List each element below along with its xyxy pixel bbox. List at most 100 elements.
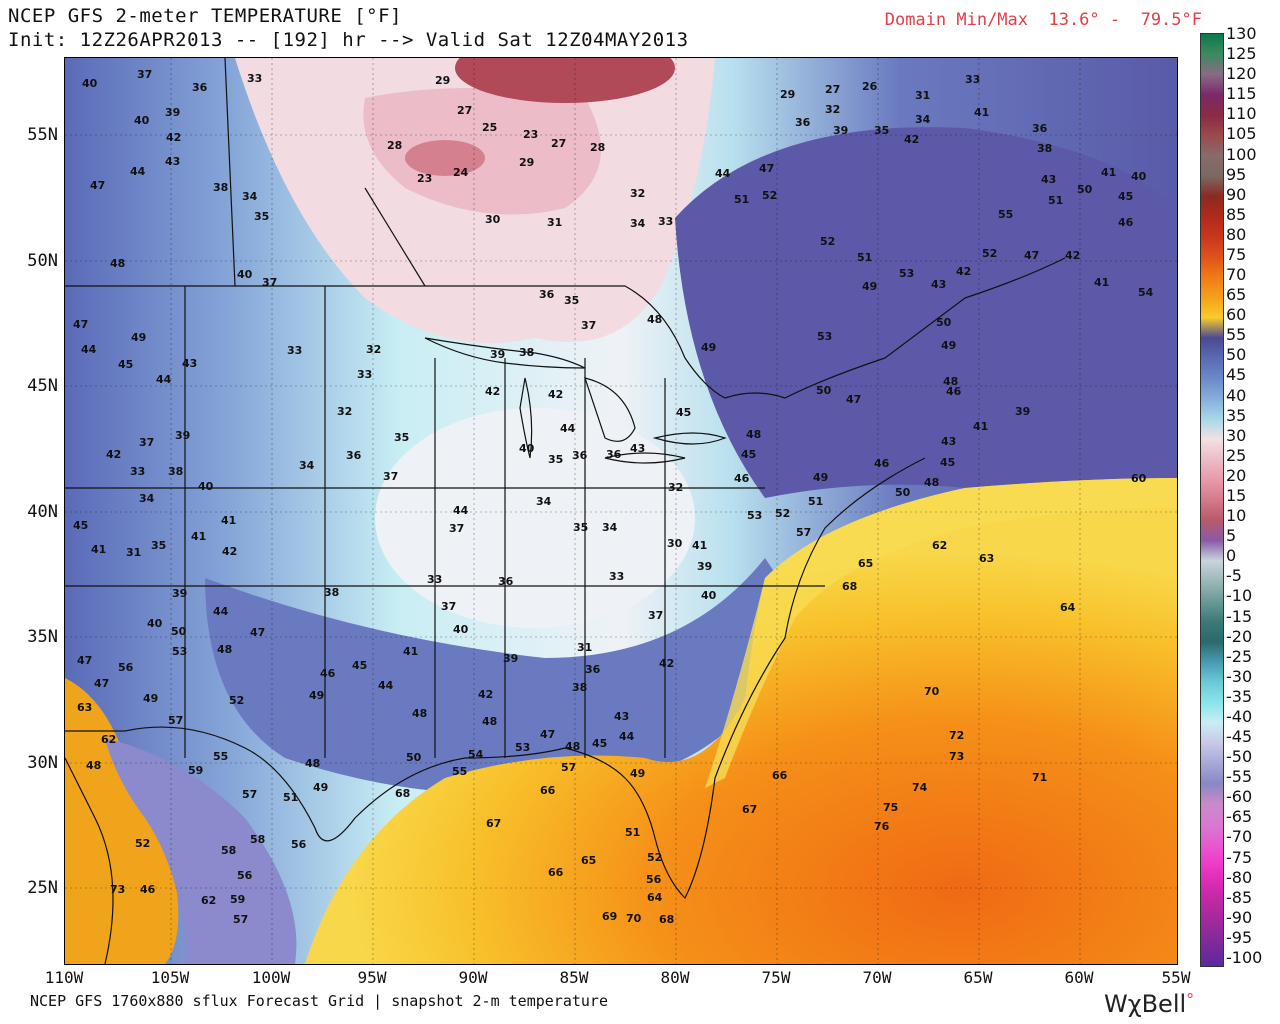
station-value: 32 bbox=[337, 405, 352, 418]
station-value: 26 bbox=[862, 80, 878, 93]
lat-lon-grid bbox=[65, 58, 1177, 964]
station-value: 46 bbox=[734, 472, 750, 485]
color-scale-label: -95 bbox=[1226, 927, 1253, 947]
color-scale-label: -30 bbox=[1226, 666, 1253, 686]
station-value: 69 bbox=[602, 910, 617, 923]
station-value: 42 bbox=[904, 133, 919, 146]
lat-label-45n: 45N bbox=[27, 376, 58, 396]
station-value: 51 bbox=[857, 251, 872, 264]
station-value: 41 bbox=[91, 543, 106, 556]
station-value: 41 bbox=[1094, 276, 1109, 289]
station-value: 46 bbox=[874, 457, 890, 470]
station-value: 40 bbox=[198, 480, 214, 493]
station-value: 56 bbox=[646, 873, 662, 886]
station-value: 49 bbox=[313, 781, 328, 794]
station-value: 63 bbox=[979, 552, 994, 565]
lat-label-30n: 30N bbox=[27, 753, 58, 773]
station-value: 31 bbox=[547, 216, 562, 229]
lon-label-90w: 90W bbox=[458, 968, 488, 987]
station-value: 37 bbox=[648, 609, 663, 622]
station-value: 45 bbox=[940, 456, 955, 469]
station-value: 44 bbox=[560, 422, 576, 435]
station-value: 50 bbox=[406, 751, 422, 764]
lat-label-40n: 40N bbox=[27, 502, 58, 522]
color-scale-label: 70 bbox=[1226, 265, 1247, 285]
station-value: 51 bbox=[283, 791, 298, 804]
station-value: 38 bbox=[1037, 142, 1052, 155]
station-value: 42 bbox=[548, 388, 563, 401]
lon-label-80w: 80W bbox=[660, 968, 690, 987]
station-value: 46 bbox=[140, 883, 156, 896]
station-value: 34 bbox=[602, 521, 618, 534]
station-value: 28 bbox=[387, 139, 402, 152]
station-value: 43 bbox=[614, 710, 629, 723]
station-value: 36 bbox=[1032, 122, 1048, 135]
color-scale-label: -75 bbox=[1226, 847, 1253, 867]
station-value: 59 bbox=[188, 764, 203, 777]
station-value: 48 bbox=[412, 707, 427, 720]
station-value: 45 bbox=[73, 519, 88, 532]
temperature-map: 40 37 36 33 29 29 27 26 31 33 39 40 42 32 36 34 41 39 35 42… bbox=[64, 57, 1178, 965]
station-value: 45 bbox=[592, 737, 607, 750]
yellow-coastal-band bbox=[705, 478, 1177, 788]
station-value: 51 bbox=[734, 193, 749, 206]
station-value: 41 bbox=[974, 106, 989, 119]
station-value: 32 bbox=[630, 187, 645, 200]
station-value: 25 bbox=[482, 121, 497, 134]
station-value: 45 bbox=[1118, 190, 1133, 203]
station-value: 53 bbox=[817, 330, 832, 343]
station-value: 42 bbox=[956, 265, 971, 278]
station-value: 24 bbox=[453, 166, 469, 179]
station-value: 56 bbox=[237, 869, 253, 882]
color-scale-label: -85 bbox=[1226, 887, 1253, 907]
station-value: 34 bbox=[139, 492, 155, 505]
station-value: 43 bbox=[1041, 173, 1056, 186]
station-value: 37 bbox=[581, 319, 596, 332]
station-value: 47 bbox=[759, 162, 774, 175]
station-value: 36 bbox=[606, 448, 622, 461]
color-scale-label: -45 bbox=[1226, 727, 1253, 747]
station-value: 67 bbox=[742, 803, 757, 816]
station-value: 44 bbox=[156, 373, 172, 386]
domain-min-max: Domain Min/Max 13.6° - 79.5°F bbox=[884, 10, 1202, 30]
station-value: 66 bbox=[772, 769, 788, 782]
station-value: 33 bbox=[287, 344, 302, 357]
station-value: 49 bbox=[701, 341, 716, 354]
station-value: 39 bbox=[503, 652, 518, 665]
station-value: 68 bbox=[659, 913, 674, 926]
station-value: 36 bbox=[192, 81, 208, 94]
station-value: 51 bbox=[808, 495, 823, 508]
station-value: 34 bbox=[242, 190, 258, 203]
color-scale-label: 35 bbox=[1226, 405, 1247, 425]
station-value: 41 bbox=[692, 539, 707, 552]
station-value: 65 bbox=[581, 854, 596, 867]
station-value: 45 bbox=[352, 659, 367, 672]
station-value: 52 bbox=[647, 851, 662, 864]
lat-label-35n: 35N bbox=[27, 627, 58, 647]
color-scale-label: -15 bbox=[1226, 606, 1253, 626]
station-value: 62 bbox=[932, 539, 947, 552]
station-value: 75 bbox=[883, 801, 898, 814]
station-value: 38 bbox=[213, 181, 228, 194]
color-scale-label: -50 bbox=[1226, 747, 1253, 767]
station-value: 59 bbox=[230, 893, 245, 906]
station-value: 39 bbox=[1015, 405, 1030, 418]
station-value: 30 bbox=[485, 213, 501, 226]
station-value: 34 bbox=[915, 113, 931, 126]
color-scale-label: -90 bbox=[1226, 907, 1253, 927]
station-value: 51 bbox=[625, 826, 640, 839]
station-value: 31 bbox=[577, 641, 592, 654]
station-value: 42 bbox=[222, 545, 237, 558]
station-value: 47 bbox=[846, 393, 861, 406]
station-value: 35 bbox=[874, 124, 889, 137]
station-value: 47 bbox=[90, 179, 105, 192]
station-value: 39 bbox=[833, 124, 848, 137]
color-scale-label: -70 bbox=[1226, 827, 1253, 847]
station-value: 36 bbox=[539, 288, 555, 301]
station-value: 33 bbox=[609, 570, 624, 583]
station-value: 67 bbox=[486, 817, 501, 830]
lon-label-105w: 105W bbox=[150, 968, 190, 987]
color-scale-label: -40 bbox=[1226, 706, 1253, 726]
station-value: 39 bbox=[697, 560, 712, 573]
station-value: 55 bbox=[452, 765, 467, 778]
